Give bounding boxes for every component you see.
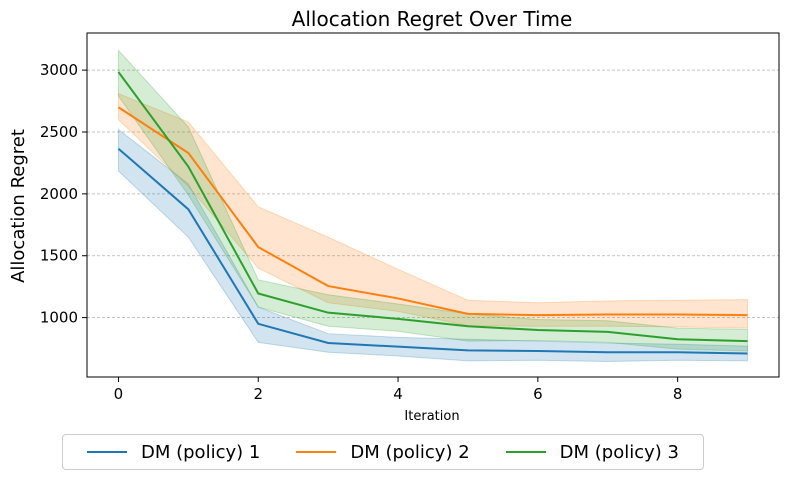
legend-swatch-policy-1 xyxy=(87,451,127,453)
y-tick-label: 1500 xyxy=(40,247,78,265)
x-axis-label: Iteration xyxy=(404,409,459,424)
x-tick-label: 6 xyxy=(533,385,543,403)
legend-swatch-policy-3 xyxy=(505,451,546,453)
band-policy-1 xyxy=(117,128,749,363)
x-axis: 0 2 4 6 8 xyxy=(114,377,683,403)
legend-item-policy-1: DM (policy) 1 xyxy=(87,442,260,463)
plot-frame xyxy=(86,32,780,378)
chart-title: Allocation Regret Over Time xyxy=(292,7,573,31)
band-policy-3 xyxy=(117,49,749,352)
line-policy-3 xyxy=(117,71,748,343)
y-tick-label: 2500 xyxy=(40,123,78,141)
x-tick-label: 2 xyxy=(253,385,263,403)
y-axis-label: Allocation Regret xyxy=(8,129,29,283)
band-policy-2 xyxy=(117,92,749,329)
y-tick-label: 1000 xyxy=(40,309,78,327)
line-policy-1 xyxy=(117,147,748,355)
series-lines xyxy=(117,71,748,355)
line-policy-2 xyxy=(117,106,748,317)
y-tick-label: 2000 xyxy=(40,185,78,203)
confidence-bands xyxy=(117,49,749,363)
legend-label-policy-3: DM (policy) 3 xyxy=(559,441,679,463)
y-axis: 1000 1500 2000 2500 3000 xyxy=(40,61,87,327)
legend-label-policy-2: DM (policy) 2 xyxy=(350,441,470,463)
x-tick-label: 8 xyxy=(673,385,683,403)
y-tick-label: 3000 xyxy=(40,61,78,79)
x-tick-label: 4 xyxy=(393,385,403,403)
x-tick-label: 0 xyxy=(114,385,124,403)
legend-item-policy-3: DM (policy) 3 xyxy=(505,441,679,463)
legend: DM (policy) 1 DM (policy) 2 DM (policy) … xyxy=(62,434,704,470)
legend-swatch-policy-2 xyxy=(296,451,337,453)
legend-item-policy-2: DM (policy) 2 xyxy=(296,441,470,463)
legend-label-policy-1: DM (policy) 1 xyxy=(141,441,261,463)
